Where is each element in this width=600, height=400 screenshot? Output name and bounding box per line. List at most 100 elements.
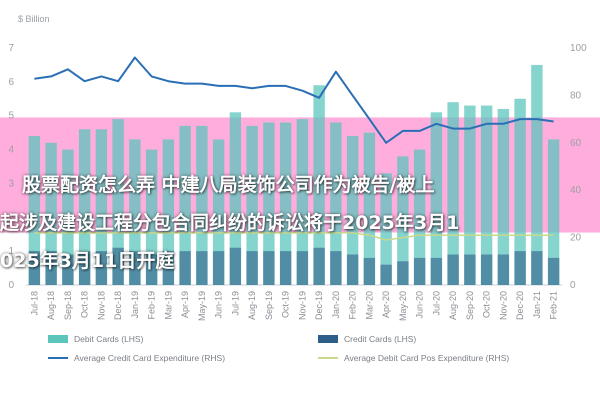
- credit-bar: [497, 254, 510, 285]
- legend-swatch: [48, 335, 68, 343]
- credit-bar: [380, 264, 392, 285]
- debit-bar: [263, 122, 275, 285]
- x-tick-label: Apr-19: [180, 291, 190, 318]
- credit-bar: [246, 251, 258, 285]
- right-tick-label: 60: [570, 138, 582, 149]
- right-tick-label: 0: [570, 280, 576, 291]
- legend-label: Average Debit Card Pos Expenditure (RHS): [344, 353, 509, 363]
- left-tick-label: 7: [8, 43, 14, 54]
- credit-bar: [296, 251, 309, 285]
- debit-bar: [45, 142, 57, 285]
- credit-bar: [330, 251, 342, 285]
- x-tick-label: Jun-19: [214, 291, 224, 319]
- x-tick-label: Nov-20: [498, 291, 508, 320]
- x-tick-label: May-19: [197, 291, 207, 321]
- debit-bar: [480, 105, 493, 285]
- debit-bar: [296, 119, 309, 285]
- debit-bar: [330, 122, 342, 285]
- credit-bar: [129, 251, 141, 285]
- x-tick-label: Oct-19: [281, 291, 291, 318]
- left-axis-label: $ Billion: [18, 14, 50, 24]
- debit-bar: [212, 139, 225, 285]
- avg-debit-pos-expenditure-line: [34, 232, 554, 241]
- right-tick-label: 100: [570, 43, 587, 54]
- x-tick-label: Aug-18: [46, 291, 56, 320]
- credit-bar: [547, 257, 560, 285]
- credit-bar: [480, 254, 493, 285]
- x-tick-label: Oct-18: [80, 291, 90, 318]
- right-tick-label: 40: [570, 185, 582, 196]
- credit-bar: [28, 251, 41, 285]
- credit-bar: [313, 247, 325, 285]
- credit-bar: [430, 257, 443, 285]
- x-tick-label: Jan-21: [532, 291, 542, 319]
- avg-credit-expenditure-line: [34, 56, 554, 144]
- debit-bar: [547, 139, 560, 285]
- credit-bar: [78, 251, 91, 285]
- legend-swatch: [318, 335, 338, 343]
- legend: Debit Cards (LHS) Credit Cards (LHS) Avera…: [48, 334, 509, 363]
- debit-bar: [162, 139, 175, 285]
- credit-bar: [95, 251, 108, 285]
- legend-label: Debit Cards (LHS): [74, 334, 144, 344]
- x-tick-label: Jun-20: [415, 291, 425, 319]
- credit-bar: [179, 251, 191, 285]
- left-tick-label: 2: [8, 212, 14, 223]
- x-tick-label: Mar-20: [364, 291, 374, 320]
- overlay-line-3: 025年3月11日开庭: [0, 250, 175, 272]
- credit-bar: [229, 247, 242, 285]
- debit-bar: [514, 98, 526, 286]
- debit-bar: [397, 156, 409, 285]
- debit-bar: [95, 129, 108, 285]
- credit-bar: [162, 251, 175, 285]
- credit-bar: [145, 254, 158, 285]
- right-tick-label: 80: [570, 90, 582, 101]
- x-tick-label: Jan-19: [130, 291, 140, 319]
- x-tick-label: Jul-18: [29, 291, 39, 316]
- credit-bar: [346, 254, 359, 285]
- debit-bar: [380, 173, 392, 285]
- x-tick-label: Sep-19: [264, 291, 274, 320]
- credit-bar: [196, 251, 208, 285]
- debit-bar: [363, 132, 376, 285]
- debit-bar: [112, 119, 124, 285]
- debit-bar: [196, 125, 208, 285]
- x-tick-label: Oct-20: [482, 291, 492, 318]
- x-tick-label: Jul-19: [230, 291, 240, 316]
- debit-bar: [313, 85, 325, 285]
- legend-label: Credit Cards (LHS): [344, 334, 416, 344]
- x-tick-label: Apr-20: [381, 291, 391, 318]
- credit-bar: [363, 257, 376, 285]
- debit-bar: [464, 105, 476, 285]
- credit-bar: [112, 247, 124, 285]
- debit-bar: [145, 149, 158, 285]
- x-tick-label: Dec-20: [515, 291, 525, 320]
- debit-bar: [413, 149, 426, 285]
- left-tick-label: 6: [8, 77, 14, 88]
- x-tick-label: Nov-19: [297, 291, 307, 320]
- debit-bar: [129, 139, 141, 285]
- credit-bar: [397, 261, 409, 285]
- legend-label: Average Credit Card Expenditure (RHS): [74, 353, 225, 363]
- x-tick-label: Sep-18: [63, 291, 73, 320]
- debit-bar: [531, 64, 543, 285]
- debit-bar: [179, 125, 191, 285]
- overlay-title: 股票配资怎么弄 中建八局装饰公司作为被告/被上 起涉及建设工程分包合同纠纷的诉讼…: [0, 166, 600, 280]
- credit-bar: [514, 251, 526, 285]
- x-tick-label: Feb-20: [348, 291, 358, 320]
- left-tick-label: 4: [8, 145, 14, 156]
- x-tick-label: Jul-20: [431, 291, 441, 316]
- credit-bar: [413, 257, 426, 285]
- debit-bar: [246, 125, 258, 285]
- overlay-line-1: 股票配资怎么弄 中建八局装饰公司作为被告/被上: [22, 174, 435, 196]
- left-tick-label: 1: [8, 246, 14, 257]
- x-tick-label: Nov-18: [96, 291, 106, 320]
- debit-bar: [62, 149, 74, 285]
- debit-bar: [447, 102, 459, 286]
- credit-bar: [263, 251, 275, 285]
- debit-bar: [430, 112, 443, 285]
- debit-bar: [28, 136, 41, 285]
- debit-bar: [346, 136, 359, 285]
- credit-bar: [62, 254, 74, 285]
